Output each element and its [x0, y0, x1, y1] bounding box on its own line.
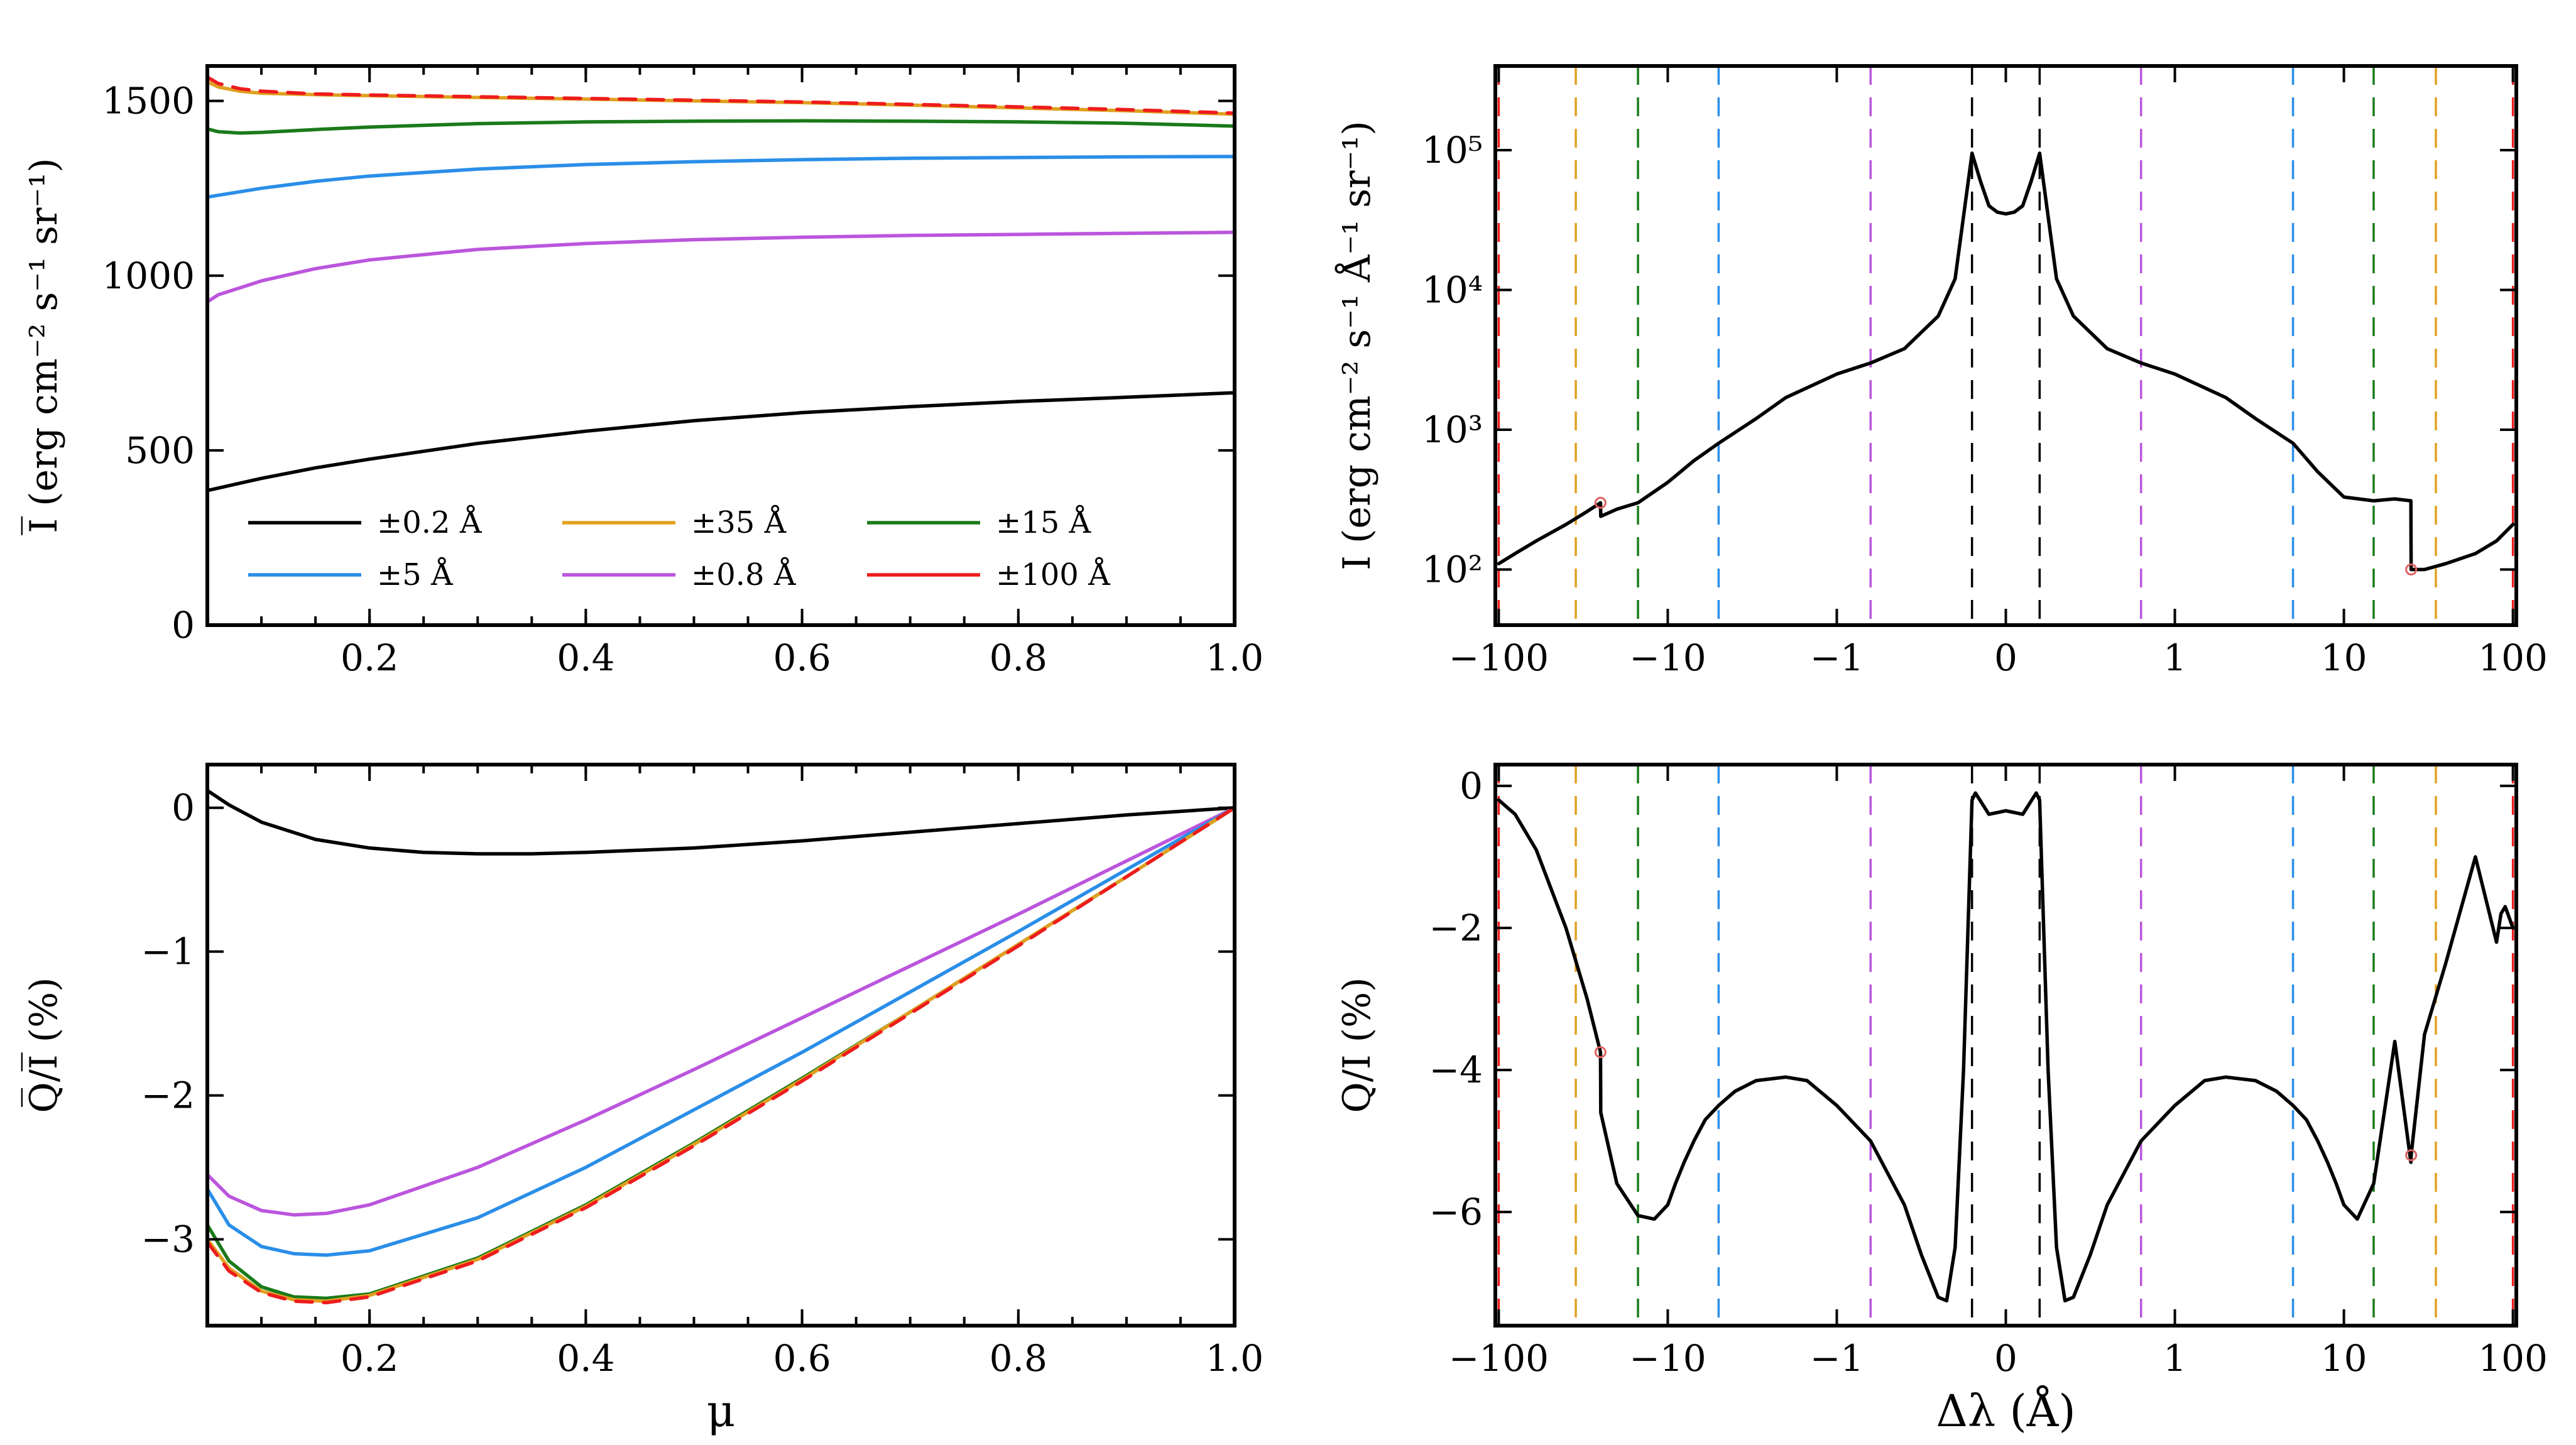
x-tick-label: 0.8: [990, 1337, 1047, 1380]
series-line: [207, 788, 1235, 856]
x-tick-label: 100: [2478, 1337, 2548, 1380]
y-tick-label: 0: [172, 604, 195, 646]
x-tick-label: 0.2: [341, 1337, 398, 1380]
point-marker: [1594, 496, 1607, 509]
y-tick-label: −1: [141, 930, 195, 973]
series-line: [207, 805, 1235, 1217]
point-marker: [2405, 1149, 2418, 1162]
y-tick-label: 1000: [102, 254, 195, 297]
y-tick-label: −6: [1429, 1191, 1483, 1233]
panel-bottom-right: −100 −10 −1 0 1 10 1000−2−4−6Q/I (%)Δλ (Å): [1335, 763, 2548, 1437]
x-tick-label: 1: [2163, 1337, 2186, 1380]
y-axis-label: Q̅/I̅ (%): [21, 977, 66, 1113]
y-tick-label: −4: [1429, 1049, 1483, 1091]
y-tick-label: 10³: [1422, 408, 1483, 451]
y-tick-label: −2: [1429, 907, 1483, 949]
series-line: [207, 155, 1235, 199]
x-tick-label: 0.6: [773, 636, 831, 679]
legend-label: ±35 Å: [691, 504, 787, 540]
series-line: [207, 75, 1235, 115]
x-tick-label: −1: [1810, 1337, 1864, 1380]
y-tick-label: 10²: [1422, 548, 1483, 591]
x-tick-label: 1.0: [1206, 636, 1263, 679]
x-tick-label: 1: [2163, 636, 2186, 679]
vlines: [1497, 66, 2514, 625]
x-tick-label: −100: [1449, 1337, 1549, 1380]
x-tick-label: 10: [2321, 1337, 2367, 1380]
x-tick-label: 0: [1994, 636, 2017, 679]
x-tick-label: 0.4: [557, 1337, 614, 1380]
x-tick-label: −10: [1629, 1337, 1706, 1380]
x-tick-label: −1: [1810, 636, 1864, 679]
panel-bottom-left: 0.2 0.4 0.6 0.8 1.0 0 −1 −2 −3 Q̅/I̅ (%) μ: [21, 763, 1263, 1437]
x-tick-label: 0.2: [341, 636, 398, 679]
series-line: [1497, 151, 2515, 572]
x-tick-label: 0.8: [990, 636, 1047, 679]
x-tick-label: 0.6: [773, 1337, 831, 1380]
legend-label: ±0.2 Å: [377, 504, 483, 540]
series-line: [207, 231, 1235, 304]
y-tick-label: −2: [141, 1074, 195, 1117]
y-tick-label: 10⁴: [1422, 268, 1483, 311]
series-line: [1497, 791, 2515, 1303]
x-tick-label: 100: [2478, 636, 2548, 679]
axes-frame: [1493, 763, 2518, 1328]
axes-frame: [205, 763, 1236, 1328]
series-line: [207, 391, 1235, 493]
y-tick-label: 0: [172, 787, 195, 829]
series-line: [207, 805, 1235, 1305]
y-tick-label: −3: [141, 1218, 195, 1261]
legend: ±0.2 Å ±5 Å ±35 Å ±0.8 Å ±15 Å ±100 Å: [248, 504, 1111, 592]
series-line: [207, 80, 1235, 116]
y-axis-label: I (erg cm⁻² s⁻¹ Å⁻¹ sr⁻¹): [1334, 121, 1379, 570]
vlines: [1497, 765, 2514, 1326]
x-axis-label: μ: [707, 1385, 736, 1437]
x-tick-label: 10: [2321, 636, 2367, 679]
x-axis-label: Δλ (Å): [1936, 1385, 2075, 1437]
series-line: [207, 805, 1235, 1257]
x-tick-label: 0: [1994, 1337, 2017, 1380]
y-tick-label: 1500: [102, 80, 195, 123]
x-tick-label: 0.4: [557, 636, 614, 679]
series-line: [207, 119, 1235, 135]
x-tick-label: −10: [1629, 636, 1706, 679]
legend-label: ±15 Å: [996, 504, 1092, 540]
series-group: [1497, 791, 2515, 1303]
x-tick-label: −100: [1449, 636, 1549, 679]
series-group: [207, 788, 1235, 1305]
axes-frame: [1493, 64, 2518, 627]
point-marker: [1594, 1046, 1607, 1059]
panel-top-left: 0.2 0.4 0.6 0.8 1.0 0 500 1000 1500 I̅ (erg cm⁻² …: [21, 64, 1263, 679]
legend-label: ±0.8 Å: [691, 557, 797, 592]
legend-label: ±100 Å: [996, 557, 1111, 592]
axes-frame: [205, 64, 1236, 627]
legend-label: ±5 Å: [377, 557, 454, 592]
series-group: [1497, 151, 2515, 572]
series-line: [207, 805, 1235, 1300]
y-tick-label: 10⁵: [1422, 129, 1483, 172]
y-axis-label: Q/I (%): [1335, 977, 1379, 1113]
y-tick-label: 500: [125, 429, 195, 472]
y-tick-label: 0: [1460, 765, 1483, 807]
series-group: [207, 75, 1235, 493]
y-axis-label: I̅ (erg cm⁻² s⁻¹ sr⁻¹): [21, 158, 66, 535]
point-marker: [2405, 563, 2418, 575]
x-tick-label: 1.0: [1206, 1337, 1263, 1380]
